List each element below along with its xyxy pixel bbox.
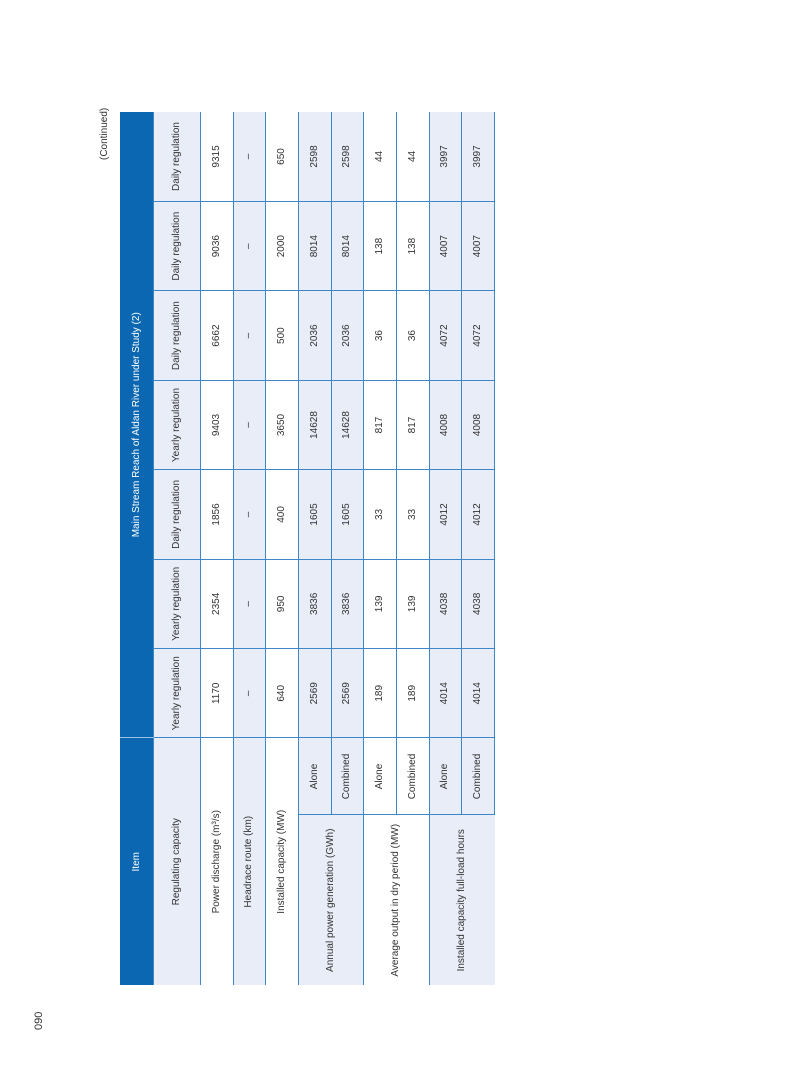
value-cell: 2036 — [331, 290, 364, 381]
value-cell: 14628 — [298, 380, 332, 470]
group-label: Annual power generation (GWh) — [298, 815, 364, 985]
value-cell: 4038 — [429, 559, 462, 649]
value-cell: – — [233, 112, 266, 202]
value-cell: 4007 — [429, 201, 462, 291]
value-cell: 3997 — [429, 112, 462, 202]
value-cell: 4012 — [461, 469, 495, 560]
value-cell: 6662 — [200, 290, 234, 381]
value-cell: 189 — [363, 648, 397, 738]
row-label: Headrace route (km) — [233, 737, 266, 985]
value-cell: 36 — [363, 290, 397, 381]
value-cell: 138 — [363, 201, 397, 291]
value-cell: 817 — [396, 380, 430, 470]
value-cell: 650 — [265, 112, 299, 202]
value-cell: 14628 — [331, 380, 364, 470]
value-cell: – — [233, 290, 266, 381]
value-cell: 4007 — [461, 201, 495, 291]
page-number: 090 — [33, 1011, 45, 1030]
group-label: Installed capacity full-load hours — [429, 815, 495, 985]
value-cell: 950 — [265, 559, 299, 649]
value-cell: 500 — [265, 290, 299, 381]
value-cell: 4008 — [461, 380, 495, 470]
table-row: Headrace route (km) – – – – – – – — [233, 112, 266, 985]
value-cell: 1856 — [200, 469, 234, 560]
data-table-container: Item Main Stream Reach of Aldan River un… — [120, 112, 495, 985]
value-cell: 8014 — [298, 201, 332, 291]
group-label: Average output in dry period (MW) — [363, 815, 430, 985]
value-cell: 3997 — [461, 112, 495, 202]
regulation-type-cell: Daily regulation — [153, 112, 201, 202]
value-cell: – — [233, 648, 266, 738]
value-cell: 4072 — [461, 290, 495, 381]
value-cell: 4014 — [461, 648, 495, 738]
table-row: Regulating capacity Yearly regulation Year… — [153, 112, 201, 985]
sub-label: Combined — [396, 737, 430, 815]
value-cell: 1170 — [200, 648, 234, 738]
value-cell: 138 — [396, 201, 430, 291]
value-cell: 139 — [363, 559, 397, 649]
row-label: Installed capacity (MW) — [265, 737, 299, 985]
value-cell: 2569 — [331, 648, 364, 738]
row-label: Regulating capacity — [153, 737, 201, 985]
value-cell: 4072 — [429, 290, 462, 381]
value-cell: 189 — [396, 648, 430, 738]
value-cell: 139 — [396, 559, 430, 649]
sub-label: Alone — [363, 737, 397, 815]
value-cell: 33 — [396, 469, 430, 560]
table-row: Average output in dry period (MW) Alone 18… — [363, 112, 430, 985]
value-cell: 36 — [396, 290, 430, 381]
value-cell: 400 — [265, 469, 299, 560]
value-cell: 9403 — [200, 380, 234, 470]
regulation-type-cell: Daily regulation — [153, 290, 201, 381]
value-cell: 2000 — [265, 201, 299, 291]
continued-note: (Continued) — [99, 107, 110, 160]
value-cell: 9315 — [200, 112, 234, 202]
value-cell: 9036 — [200, 201, 234, 291]
value-cell: – — [233, 469, 266, 560]
table-row: Installed capacity full-load hours Alone 4… — [429, 112, 495, 985]
value-cell: 640 — [265, 648, 299, 738]
value-cell: 2036 — [298, 290, 332, 381]
sub-label: Combined — [331, 737, 364, 815]
value-cell: 4012 — [429, 469, 462, 560]
value-cell: 817 — [363, 380, 397, 470]
value-cell: 1605 — [298, 469, 332, 560]
table-header-row: Item Main Stream Reach of Aldan River un… — [120, 112, 154, 985]
header-item: Item — [120, 737, 154, 985]
header-group: Main Stream Reach of Aldan River under S… — [120, 112, 154, 738]
sub-label: Alone — [298, 737, 332, 815]
table-row: Annual power generation (GWh) Alone 2569 38… — [298, 112, 364, 985]
value-cell: 4038 — [461, 559, 495, 649]
regulation-type-cell: Daily regulation — [153, 201, 201, 291]
value-cell: 33 — [363, 469, 397, 560]
value-cell: 3650 — [265, 380, 299, 470]
value-cell: 4014 — [429, 648, 462, 738]
regulation-type-cell: Yearly regulation — [153, 648, 201, 738]
value-cell: – — [233, 201, 266, 291]
sub-label: Alone — [429, 737, 462, 815]
value-cell: 2569 — [298, 648, 332, 738]
value-cell: 8014 — [331, 201, 364, 291]
data-table: Item Main Stream Reach of Aldan River un… — [120, 112, 495, 985]
value-cell: 2598 — [298, 112, 332, 202]
value-cell: 3836 — [331, 559, 364, 649]
value-cell: 3836 — [298, 559, 332, 649]
value-cell: 44 — [363, 112, 397, 202]
table-row: Installed capacity (MW) 640 950 400 3650 500 2… — [265, 112, 299, 985]
value-cell: 2354 — [200, 559, 234, 649]
table-row: Power discharge (m³/s) 1170 2354 1856 9403 66… — [200, 112, 234, 985]
value-cell: – — [233, 380, 266, 470]
value-cell: 1605 — [331, 469, 364, 560]
value-cell: 44 — [396, 112, 430, 202]
value-cell: 4008 — [429, 380, 462, 470]
sub-label: Combined — [461, 737, 495, 815]
value-cell: – — [233, 559, 266, 649]
regulation-type-cell: Yearly regulation — [153, 380, 201, 470]
regulation-type-cell: Yearly regulation — [153, 559, 201, 649]
value-cell: 2598 — [331, 112, 364, 202]
regulation-type-cell: Daily regulation — [153, 469, 201, 560]
row-label: Power discharge (m³/s) — [200, 737, 234, 985]
